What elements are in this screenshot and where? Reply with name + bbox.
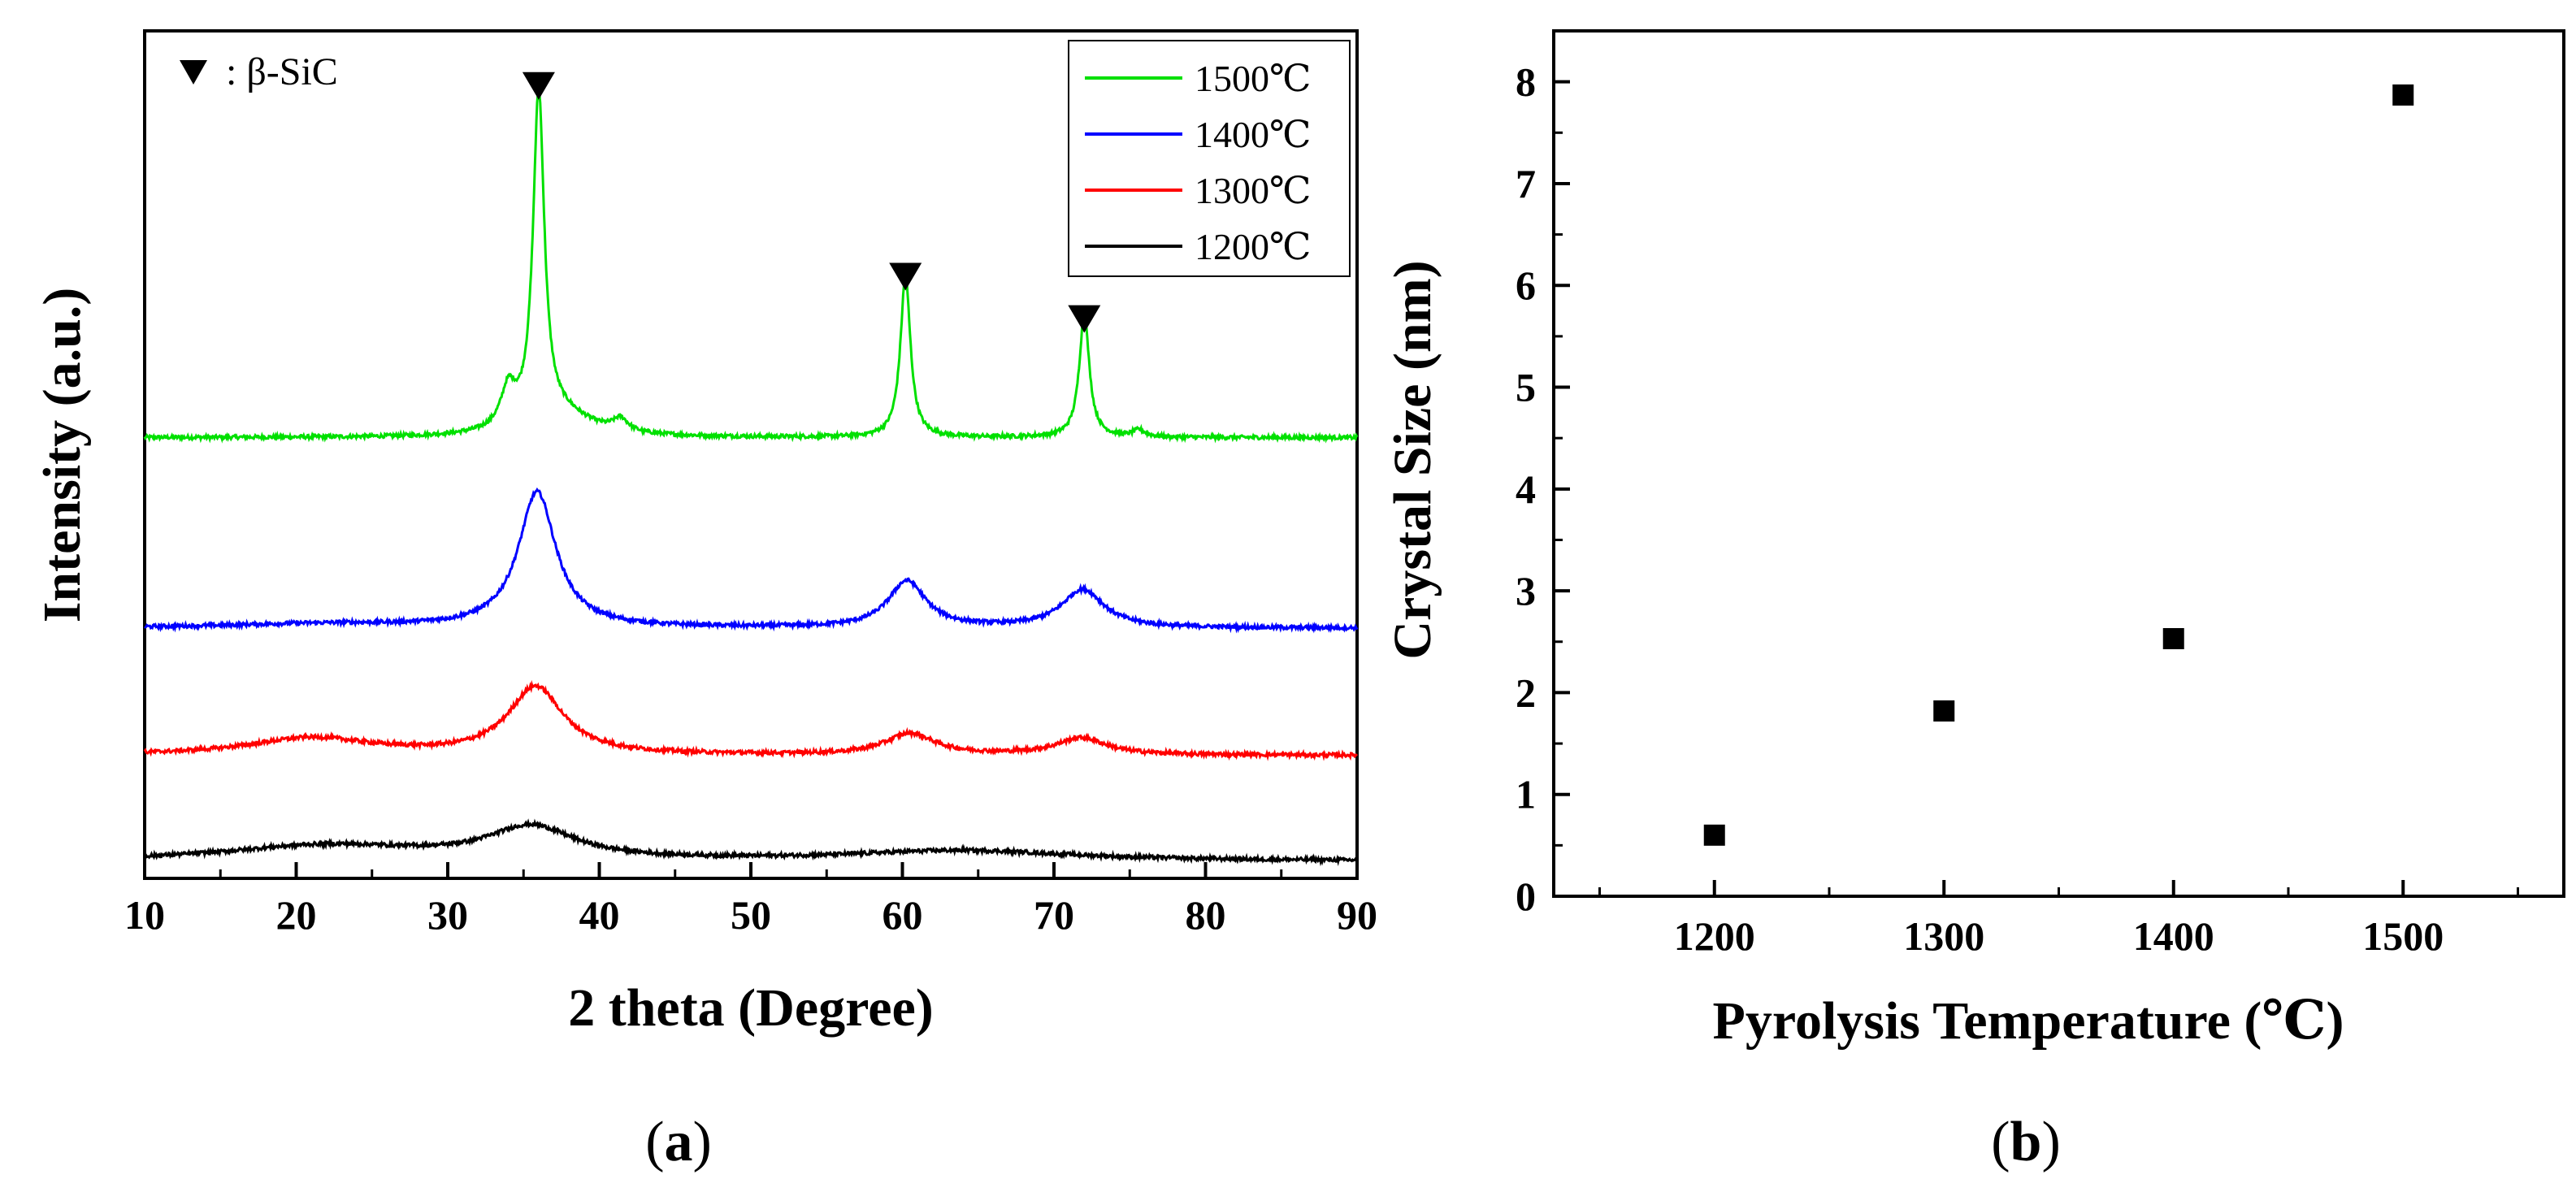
- panel-b-y-tick-label: 7: [1516, 161, 1536, 206]
- panel-b-plot-frame: [1552, 29, 2565, 898]
- panel-b-caption: (b): [1991, 1111, 2061, 1173]
- data-point-1300: [1933, 700, 1955, 722]
- data-point-1500: [2392, 84, 2414, 106]
- panel-a-xrd-chart: 10 20 30 40 50 60 70 80 90 : β-SiC 1500℃ 1400℃ 1…: [33, 29, 1377, 1173]
- panel-b-letter: b: [2010, 1111, 2042, 1173]
- panel-a-y-axis-label: Intensity (a.u.): [33, 288, 92, 623]
- peak-marker-triangle-icon: [1068, 305, 1101, 333]
- panel-b-y-tick-label: 4: [1516, 466, 1536, 512]
- panel-b-x-ticks: 1200 1300 1400 1500: [1598, 880, 2519, 959]
- panel-a-caption: (a): [645, 1111, 712, 1173]
- marker-note-triangle-icon: [180, 60, 207, 85]
- panel-b-y-tick-label: 2: [1516, 670, 1536, 715]
- panel-a-x-axis-label: 2 theta (Degree): [568, 978, 934, 1038]
- legend-label-1500: 1500℃: [1195, 58, 1311, 99]
- panel-b-y-ticks: 0 1 2 3 4 5 6 7 8: [1516, 59, 1570, 919]
- series-line-1200: [144, 818, 1359, 867]
- data-point-1200: [1703, 824, 1725, 846]
- peak-marker-triangle-icon: [889, 262, 922, 291]
- panel-a-x-tick-label: 60: [883, 892, 923, 938]
- panel-a-x-tick-label: 30: [427, 892, 468, 938]
- panel-b-crystal-size-chart: 0 1 2 3 4 5 6 7 8 1200 1300 1400 1500 Pyrolysis Tem…: [1383, 29, 2565, 1173]
- legend-box: [1068, 40, 1351, 277]
- data-point-1400: [2162, 628, 2184, 650]
- panel-b-x-tick-label: 1200: [1674, 913, 1755, 959]
- legend-label-1300: 1300℃: [1195, 170, 1311, 211]
- panel-a-x-tick-label: 70: [1034, 892, 1074, 938]
- panel-b-y-tick-label: 0: [1516, 873, 1536, 919]
- panel-b-x-axis-label: Pyrolysis Temperature (℃): [1713, 991, 2344, 1051]
- panel-b-y-tick-label: 3: [1516, 568, 1536, 613]
- panel-a-x-tick-label: 90: [1337, 892, 1377, 938]
- panel-a-legend: 1500℃ 1400℃ 1300℃ 1200℃: [1068, 40, 1351, 277]
- panel-a-x-tick-label: 20: [276, 892, 317, 938]
- panel-a-x-ticks: 10 20 30 40 50 60 70 80 90: [124, 862, 1377, 938]
- panel-a-x-tick-label: 50: [731, 892, 771, 938]
- panel-a-letter: a: [665, 1111, 693, 1173]
- peak-marker-triangle-icon: [522, 72, 555, 100]
- series-line-1400: [144, 487, 1359, 634]
- panel-a-series-group: [143, 87, 1359, 867]
- panel-b-y-tick-label: 1: [1516, 772, 1536, 817]
- panel-b-y-tick-label: 6: [1516, 262, 1536, 308]
- panel-a-x-tick-label: 10: [124, 892, 165, 938]
- panel-b-x-tick-label: 1300: [1903, 913, 1984, 959]
- series-line-1300: [143, 679, 1359, 761]
- panel-b-data-points: [1703, 84, 2414, 846]
- panel-b-y-axis-label: Crystal Size (nm): [1383, 260, 1442, 659]
- panel-b-y-tick-label: 5: [1516, 365, 1536, 410]
- panel-b-y-tick-label: 8: [1516, 59, 1536, 105]
- panel-b-x-tick-label: 1500: [2362, 913, 2444, 959]
- series-line-1500: [143, 87, 1359, 444]
- panel-a-x-tick-label: 80: [1186, 892, 1226, 938]
- panel-a-peak-markers: [522, 72, 1101, 333]
- panel-a-x-tick-label: 40: [579, 892, 620, 938]
- legend-label-1200: 1200℃: [1195, 226, 1311, 267]
- marker-note-label: : β-SiC: [226, 50, 338, 93]
- legend-label-1400: 1400℃: [1195, 114, 1311, 155]
- panel-b-x-tick-label: 1400: [2133, 913, 2214, 959]
